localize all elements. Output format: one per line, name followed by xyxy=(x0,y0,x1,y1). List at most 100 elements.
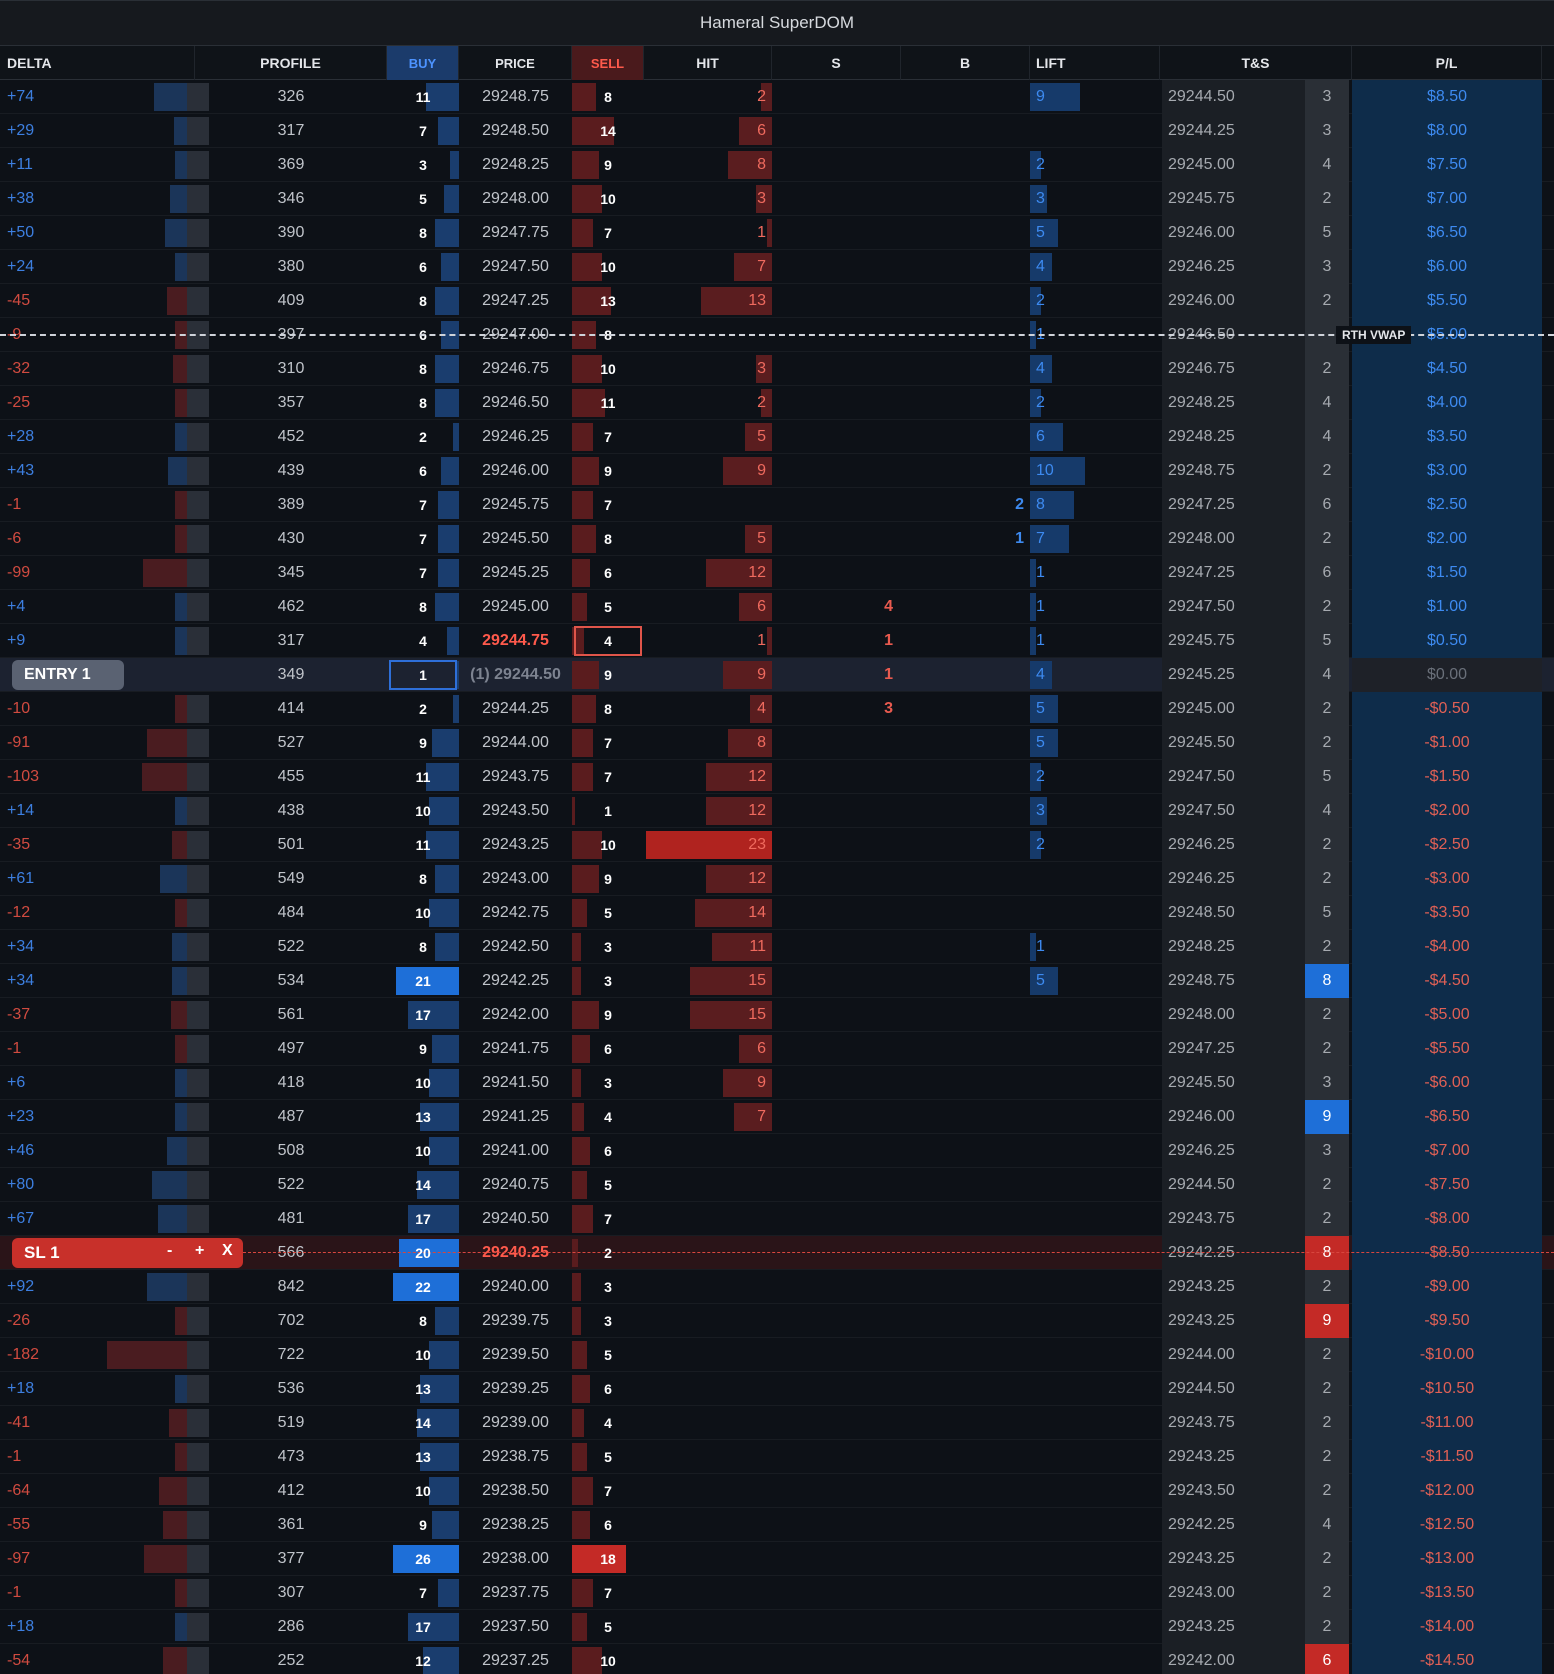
sell-cell[interactable]: 6 xyxy=(604,1517,612,1533)
sell-cell[interactable]: 5 xyxy=(604,905,612,921)
sell-cell[interactable]: 7 xyxy=(604,1585,612,1601)
col-delta[interactable]: DELTA xyxy=(0,46,195,80)
ladder-row[interactable]: +11 369 3 29248.25 9 8 2 29245.00 4 $7.50 xyxy=(0,148,1554,182)
buy-cell[interactable]: 9 xyxy=(419,1041,427,1057)
ladder-row[interactable]: -45 409 8 29247.25 13 13 2 29246.00 2 $5.50 xyxy=(0,284,1554,318)
buy-cell[interactable]: 1 xyxy=(387,658,459,692)
sell-cell[interactable]: 8 xyxy=(604,701,612,717)
buy-cell[interactable]: 7 xyxy=(419,497,427,513)
buy-cell[interactable]: 13 xyxy=(415,1109,431,1125)
sell-cell[interactable]: 11 xyxy=(600,395,616,411)
ladder-row[interactable]: +24 380 6 29247.50 10 7 4 29246.25 3 $6.00 xyxy=(0,250,1554,284)
sell-cell[interactable]: 5 xyxy=(604,1619,612,1635)
buy-cell[interactable]: 9 xyxy=(419,735,427,751)
col-pl[interactable]: P/L xyxy=(1352,46,1542,80)
col-profile[interactable]: PROFILE xyxy=(195,46,387,80)
ladder-row[interactable]: -1 473 13 29238.75 5 29243.25 2 -$11.50 xyxy=(0,1440,1554,1474)
sell-cell[interactable]: 6 xyxy=(604,1381,612,1397)
buy-cell[interactable]: 3 xyxy=(419,157,427,173)
buy-cell[interactable]: 4 xyxy=(419,633,427,649)
buy-cell[interactable]: 8 xyxy=(419,395,427,411)
ladder-row[interactable]: -9 397 6 29247.00 8 1 29246.50 $5.00 RTH VWAP xyxy=(0,318,1554,352)
ladder-row[interactable]: -35 501 11 29243.25 10 23 2 29246.25 2 -$2.50 xyxy=(0,828,1554,862)
ladder-row[interactable]: +18 536 13 29239.25 6 29244.50 2 -$10.50 xyxy=(0,1372,1554,1406)
buy-cell[interactable]: 6 xyxy=(419,259,427,275)
sell-cell[interactable]: 9 xyxy=(604,157,612,173)
buy-cell[interactable]: 8 xyxy=(419,293,427,309)
buy-cell[interactable]: 7 xyxy=(419,123,427,139)
ladder-row[interactable]: +80 522 14 29240.75 5 29244.50 2 -$7.50 xyxy=(0,1168,1554,1202)
buy-cell[interactable]: 11 xyxy=(415,89,431,105)
sell-cell[interactable]: 4 xyxy=(572,624,644,658)
ladder-row[interactable]: -103 455 11 29243.75 7 12 2 29247.50 5 -$1.50 xyxy=(0,760,1554,794)
buy-cell[interactable]: 8 xyxy=(419,599,427,615)
ladder-row[interactable]: -1 497 9 29241.75 6 6 29247.25 2 -$5.50 xyxy=(0,1032,1554,1066)
stop-loss-marker[interactable]: SL 1 - + X xyxy=(12,1238,243,1268)
sell-cell[interactable]: 7 xyxy=(604,1211,612,1227)
sl-increase-button[interactable]: + xyxy=(195,1242,205,1259)
sell-cell[interactable]: 4 xyxy=(604,1109,612,1125)
ladder-row[interactable]: -25 357 8 29246.50 11 2 2 29248.25 4 $4.00 xyxy=(0,386,1554,420)
buy-cell[interactable]: 8 xyxy=(419,225,427,241)
ladder-row[interactable]: -37 561 17 29242.00 9 15 29248.00 2 -$5.00 xyxy=(0,998,1554,1032)
ladder-row[interactable]: +6 418 10 29241.50 3 9 29245.50 3 -$6.00 xyxy=(0,1066,1554,1100)
sell-cell[interactable]: 3 xyxy=(604,973,612,989)
buy-cell[interactable]: 10 xyxy=(415,1347,431,1363)
buy-cell[interactable]: 14 xyxy=(415,1415,431,1431)
ladder-row[interactable]: -1 389 7 29245.75 7 2 8 29247.25 6 $2.50 xyxy=(0,488,1554,522)
sell-cell[interactable]: 4 xyxy=(604,1415,612,1431)
sl-decrease-button[interactable]: - xyxy=(167,1242,173,1259)
ladder-row[interactable]: +18 286 17 29237.50 5 29243.25 2 -$14.00 xyxy=(0,1610,1554,1644)
ladder-row[interactable]: -55 361 9 29238.25 6 29242.25 4 -$12.50 xyxy=(0,1508,1554,1542)
buy-cell[interactable]: 10 xyxy=(415,1075,431,1091)
ladder-row[interactable]: 349 1 (1) 29244.50 9 9 1 4 29245.25 4 $0.00 ENTRY … xyxy=(0,658,1554,692)
sell-cell[interactable]: 10 xyxy=(600,191,616,207)
ladder-row[interactable]: +29 317 7 29248.50 14 6 29244.25 3 $8.00 xyxy=(0,114,1554,148)
sell-cell[interactable]: 6 xyxy=(604,565,612,581)
sell-cell[interactable]: 8 xyxy=(604,531,612,547)
sell-cell[interactable]: 5 xyxy=(604,1347,612,1363)
buy-cell[interactable]: 10 xyxy=(415,803,431,819)
ladder-row[interactable]: -32 310 8 29246.75 10 3 4 29246.75 2 $4.50 xyxy=(0,352,1554,386)
sell-cell[interactable]: 3 xyxy=(604,1313,612,1329)
buy-cell[interactable]: 8 xyxy=(419,361,427,377)
sell-cell[interactable]: 3 xyxy=(604,1279,612,1295)
buy-cell[interactable]: 17 xyxy=(415,1007,431,1023)
sell-cell[interactable]: 3 xyxy=(604,1075,612,1091)
sell-cell[interactable]: 7 xyxy=(604,1483,612,1499)
ladder-row[interactable]: -182 722 10 29239.50 5 29244.00 2 -$10.00 xyxy=(0,1338,1554,1372)
sell-cell[interactable]: 3 xyxy=(604,939,612,955)
entry-marker[interactable]: ENTRY 1 xyxy=(12,660,124,690)
ladder-row[interactable]: +46 508 10 29241.00 6 29246.25 3 -$7.00 xyxy=(0,1134,1554,1168)
ladder-row[interactable]: +28 452 2 29246.25 7 5 6 29248.25 4 $3.50 xyxy=(0,420,1554,454)
sell-cell[interactable]: 7 xyxy=(604,735,612,751)
buy-cell[interactable]: 6 xyxy=(419,463,427,479)
ladder-row[interactable]: +34 522 8 29242.50 3 11 1 29248.25 2 -$4.00 xyxy=(0,930,1554,964)
ladder-row[interactable]: -54 252 12 29237.25 10 29242.00 6 -$14.50 xyxy=(0,1644,1554,1674)
sell-cell[interactable]: 2 xyxy=(604,1245,612,1261)
sell-cell[interactable]: 10 xyxy=(600,259,616,275)
ladder-row[interactable]: -6 430 7 29245.50 8 5 1 7 29248.00 2 $2.00 xyxy=(0,522,1554,556)
ladder-row[interactable]: +14 438 10 29243.50 1 12 3 29247.50 4 -$2.00 xyxy=(0,794,1554,828)
sell-cell[interactable]: 8 xyxy=(604,89,612,105)
sell-cell[interactable]: 9 xyxy=(604,1007,612,1023)
buy-cell[interactable]: 21 xyxy=(415,973,431,989)
buy-cell[interactable]: 12 xyxy=(415,1653,431,1669)
ladder-row[interactable]: -99 345 7 29245.25 6 12 1 29247.25 6 $1.50 xyxy=(0,556,1554,590)
ladder-row[interactable]: +9 317 4 29244.75 4 1 1 1 29245.75 5 $0.50 xyxy=(0,624,1554,658)
sell-cell[interactable]: 7 xyxy=(604,769,612,785)
ladder-row[interactable]: -26 702 8 29239.75 3 29243.25 9 -$9.50 xyxy=(0,1304,1554,1338)
col-hit[interactable]: HIT xyxy=(644,46,772,80)
ladder-row[interactable]: -97 377 26 29238.00 18 29243.25 2 -$13.00 xyxy=(0,1542,1554,1576)
buy-cell[interactable]: 2 xyxy=(419,701,427,717)
buy-cell[interactable]: 10 xyxy=(415,1483,431,1499)
buy-cell[interactable]: 11 xyxy=(415,837,431,853)
buy-cell[interactable]: 10 xyxy=(415,905,431,921)
sell-cell[interactable]: 10 xyxy=(600,837,616,853)
ladder-row[interactable]: -41 519 14 29239.00 4 29243.75 2 -$11.00 xyxy=(0,1406,1554,1440)
ladder-row[interactable]: -1 307 7 29237.75 7 29243.00 2 -$13.50 xyxy=(0,1576,1554,1610)
buy-cell[interactable]: 26 xyxy=(415,1551,431,1567)
buy-cell[interactable]: 5 xyxy=(419,191,427,207)
buy-cell[interactable]: 20 xyxy=(415,1245,431,1261)
buy-cell[interactable]: 17 xyxy=(415,1211,431,1227)
